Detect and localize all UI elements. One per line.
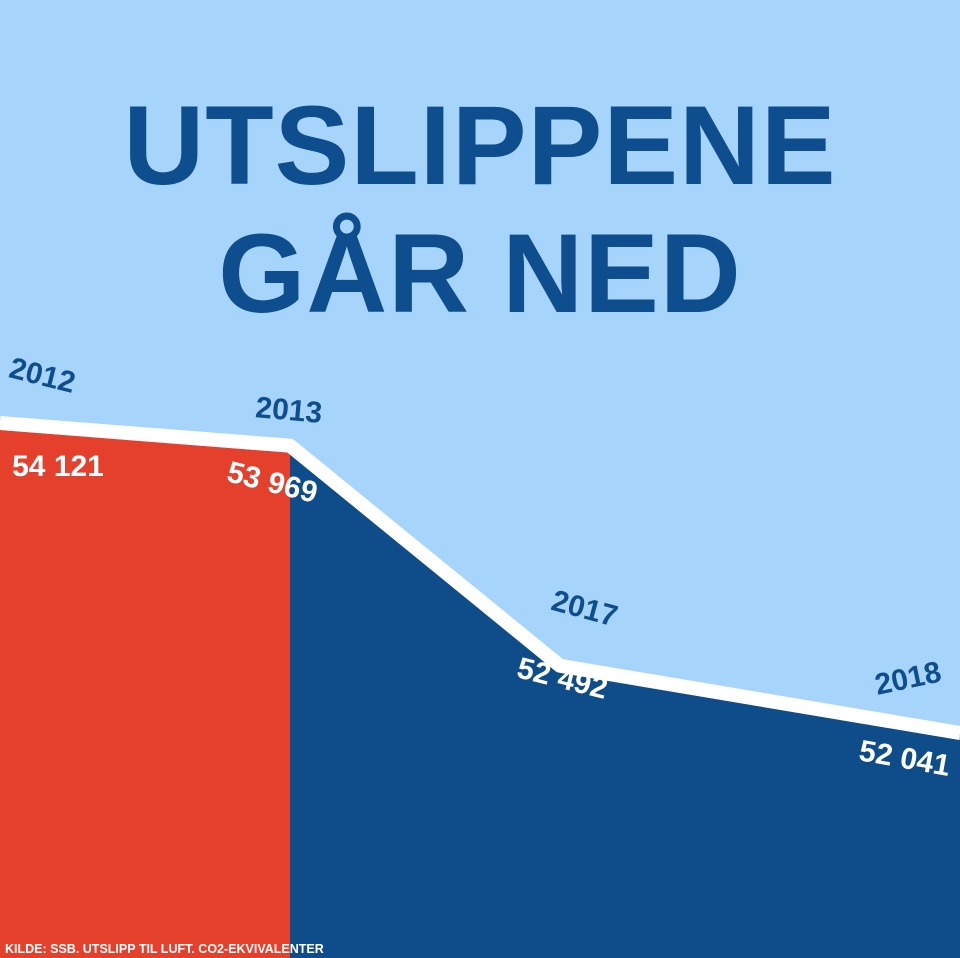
year-label: 2018 [872,656,944,702]
line [0,416,960,740]
year-label: 2017 [548,584,621,633]
value-label: 54 121 [12,450,104,483]
chart-title: UTSLIPPENE GÅR NED [123,83,837,336]
year-label: 2012 [6,352,79,400]
source-note: KILDE: SSB. UTSLIPP TIL LUFT. CO2-EKVIVA… [5,942,324,956]
year-label: 2013 [254,391,323,430]
area-segment [290,452,960,958]
area-segment [0,430,290,958]
